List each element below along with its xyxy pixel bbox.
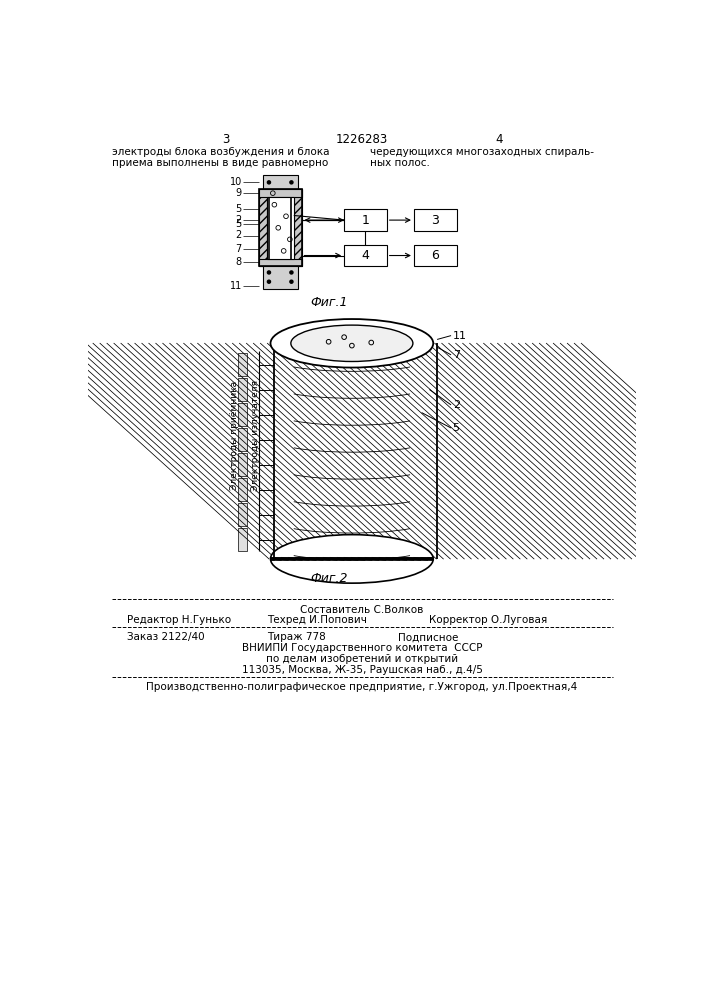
Bar bbox=[238, 378, 247, 401]
Circle shape bbox=[267, 271, 271, 274]
Text: Электроды приёмника: Электроды приёмника bbox=[230, 381, 240, 490]
Bar bbox=[259, 189, 267, 266]
Text: 5: 5 bbox=[235, 204, 242, 214]
Circle shape bbox=[290, 280, 293, 283]
Text: электроды блока возбуждения и блока: электроды блока возбуждения и блока bbox=[112, 147, 329, 157]
Text: Подписное: Подписное bbox=[398, 632, 459, 642]
Circle shape bbox=[267, 280, 271, 283]
Text: Тираж 778: Тираж 778 bbox=[267, 632, 325, 642]
Bar bbox=[238, 528, 247, 551]
Bar bbox=[238, 478, 247, 501]
Text: Корректор О.Луговая: Корректор О.Луговая bbox=[429, 615, 548, 625]
Circle shape bbox=[290, 181, 293, 184]
Bar bbox=[263, 266, 298, 289]
Text: 2: 2 bbox=[452, 400, 460, 410]
Text: Производственно-полиграфическое предприятие, г.Ужгород, ул.Проектная,4: Производственно-полиграфическое предприя… bbox=[146, 682, 578, 692]
Text: 4: 4 bbox=[496, 133, 503, 146]
Text: Техред И.Попович: Техред И.Попович bbox=[267, 615, 366, 625]
Text: по делам изобретений и открытий: по делам изобретений и открытий bbox=[266, 654, 458, 664]
Bar bbox=[259, 189, 301, 197]
Circle shape bbox=[290, 271, 293, 274]
Text: Редактор Н.Гунько: Редактор Н.Гунько bbox=[127, 615, 231, 625]
Text: 1226283: 1226283 bbox=[336, 133, 388, 146]
Bar bbox=[259, 189, 301, 266]
Text: ных полос.: ных полос. bbox=[370, 158, 430, 168]
Text: ВНИИПИ Государственного комитета  СССР: ВНИИПИ Государственного комитета СССР bbox=[242, 643, 482, 653]
Bar bbox=[274, 343, 437, 559]
Text: 5: 5 bbox=[235, 219, 242, 229]
Text: 11: 11 bbox=[452, 331, 467, 341]
Text: 3: 3 bbox=[222, 133, 229, 146]
Bar bbox=[414, 245, 457, 266]
Text: 10: 10 bbox=[230, 177, 242, 187]
Text: Фиг.1: Фиг.1 bbox=[310, 296, 347, 309]
Text: чередующихся многозаходных спираль-: чередующихся многозаходных спираль- bbox=[370, 147, 594, 157]
Ellipse shape bbox=[291, 325, 413, 361]
Text: Составитель С.Волков: Составитель С.Волков bbox=[300, 605, 423, 615]
Text: 3: 3 bbox=[431, 214, 439, 227]
Text: приема выполнены в виде равномерно: приема выполнены в виде равномерно bbox=[112, 158, 328, 168]
Text: 11: 11 bbox=[230, 281, 242, 291]
Bar bbox=[414, 209, 457, 231]
Text: 7: 7 bbox=[452, 350, 460, 360]
Text: 2: 2 bbox=[235, 215, 242, 225]
Text: 4: 4 bbox=[361, 249, 369, 262]
Bar bbox=[259, 259, 301, 266]
Text: 5: 5 bbox=[452, 423, 460, 433]
Ellipse shape bbox=[271, 319, 433, 368]
Bar bbox=[238, 353, 247, 376]
Bar bbox=[238, 503, 247, 526]
Bar bbox=[238, 428, 247, 451]
Bar bbox=[274, 343, 437, 559]
Text: 1: 1 bbox=[361, 214, 369, 227]
Text: 7: 7 bbox=[235, 244, 242, 254]
Bar bbox=[238, 453, 247, 476]
Circle shape bbox=[267, 181, 271, 184]
Text: 9: 9 bbox=[235, 188, 242, 198]
Text: 8: 8 bbox=[235, 257, 242, 267]
Bar bbox=[344, 209, 387, 231]
Bar bbox=[238, 403, 247, 426]
Ellipse shape bbox=[271, 535, 433, 583]
Text: 2: 2 bbox=[235, 231, 242, 240]
Text: 113035, Москва, Ж-35, Раушская наб., д.4/5: 113035, Москва, Ж-35, Раушская наб., д.4… bbox=[242, 665, 482, 675]
Bar bbox=[263, 175, 298, 189]
Bar bbox=[344, 245, 387, 266]
Bar bbox=[267, 197, 293, 259]
Text: Фиг.2: Фиг.2 bbox=[310, 572, 347, 585]
Bar bbox=[293, 189, 301, 266]
Text: Заказ 2122/40: Заказ 2122/40 bbox=[127, 632, 205, 642]
Text: 6: 6 bbox=[431, 249, 439, 262]
Text: Электроды излучателя: Электроды излучателя bbox=[250, 380, 259, 491]
